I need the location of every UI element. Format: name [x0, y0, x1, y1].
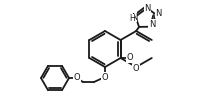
Text: O: O [74, 74, 80, 83]
Text: O: O [133, 64, 139, 73]
Text: N: N [155, 9, 162, 18]
Text: N: N [131, 13, 137, 22]
Text: O: O [126, 54, 133, 63]
Text: H: H [129, 14, 135, 23]
Text: N: N [144, 4, 151, 13]
Text: N: N [149, 20, 155, 29]
Text: O: O [102, 73, 108, 82]
